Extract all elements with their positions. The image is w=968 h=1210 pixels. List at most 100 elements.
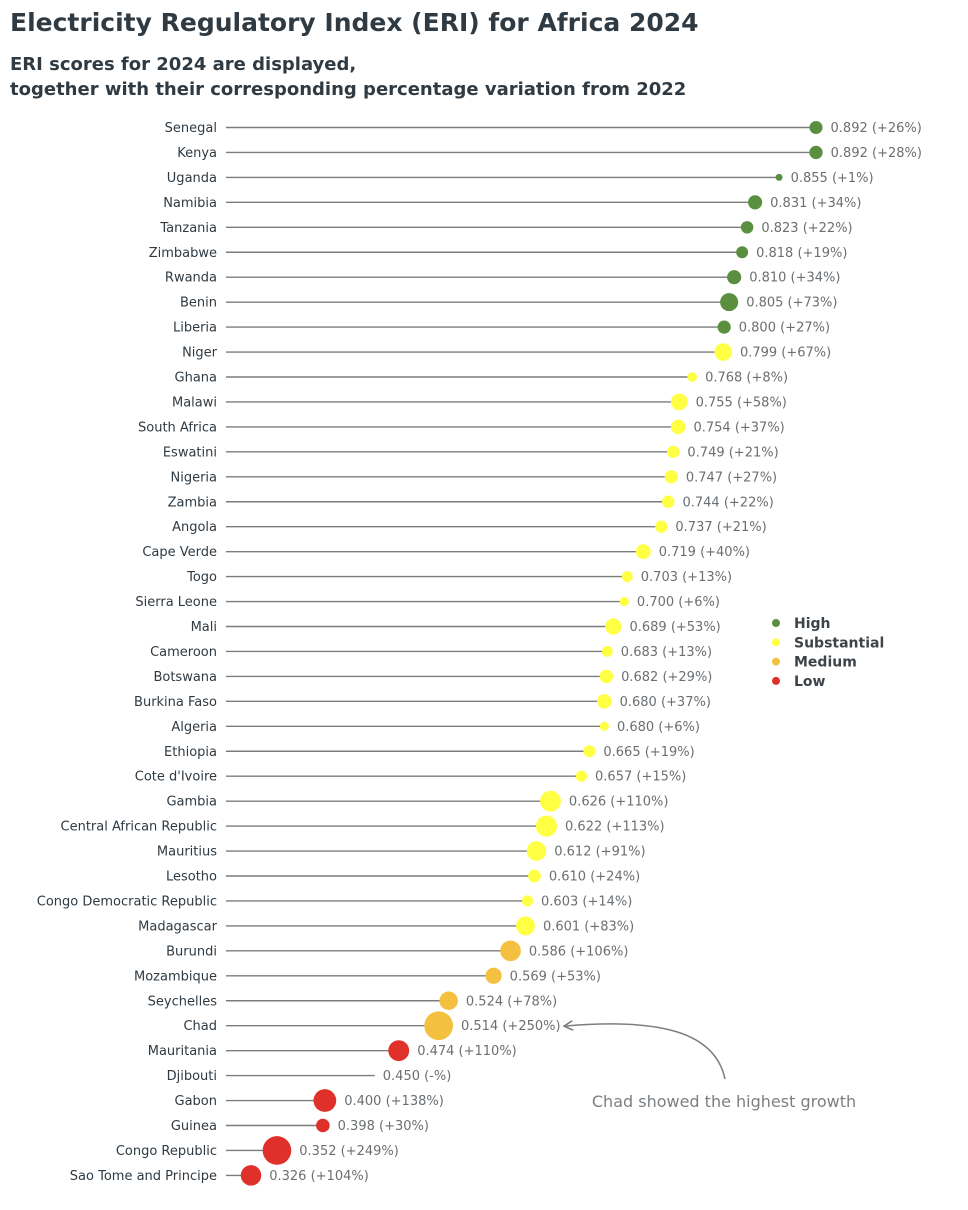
value-label-cameroon: 0.683 (+13%)	[621, 645, 712, 660]
country-label-south-africa: South Africa	[138, 420, 217, 435]
value-label-chad: 0.514 (+250%)	[461, 1019, 561, 1034]
value-label-algeria: 0.680 (+6%)	[617, 720, 700, 735]
row-namibia: Namibia 0.831 (+34%)	[163, 195, 861, 211]
country-label-sierra-leone: Sierra Leone	[135, 595, 217, 610]
dot-seychelles	[439, 991, 458, 1010]
value-label-madagascar: 0.601 (+83%)	[543, 919, 634, 934]
row-algeria: Algeria 0.680 (+6%)	[171, 720, 700, 735]
row-niger: Niger 0.799 (+67%)	[182, 343, 831, 361]
row-sao-tome-and-principe: Sao Tome and Principe 0.326 (+104%)	[70, 1165, 369, 1186]
row-seychelles: Seychelles 0.524 (+78%)	[148, 991, 557, 1010]
dot-ethiopia	[583, 745, 596, 758]
country-label-chad: Chad	[183, 1019, 217, 1034]
row-madagascar: Madagascar 0.601 (+83%)	[138, 916, 634, 936]
country-label-malawi: Malawi	[172, 395, 217, 410]
row-sierra-leone: Sierra Leone 0.700 (+6%)	[135, 595, 720, 610]
country-label-togo: Togo	[186, 570, 217, 585]
country-label-ghana: Ghana	[175, 371, 218, 386]
row-mozambique: Mozambique 0.569 (+53%)	[134, 967, 601, 984]
country-label-nigeria: Nigeria	[170, 470, 217, 485]
row-kenya: Kenya 0.892 (+28%)	[177, 145, 922, 161]
country-label-madagascar: Madagascar	[138, 919, 218, 934]
country-label-tanzania: Tanzania	[159, 221, 217, 236]
row-ghana: Ghana 0.768 (+8%)	[175, 371, 789, 386]
dot-mauritania	[388, 1040, 410, 1062]
row-burundi: Burundi 0.586 (+106%)	[166, 940, 629, 962]
dot-lesotho	[528, 869, 541, 883]
dot-botswana	[599, 669, 614, 684]
row-botswana: Botswana 0.682 (+29%)	[153, 669, 712, 685]
value-label-malawi: 0.755 (+58%)	[696, 395, 787, 410]
value-label-eswatini: 0.749 (+21%)	[687, 445, 778, 460]
country-label-cameroon: Cameroon	[150, 645, 217, 660]
dot-cape-verde	[635, 544, 651, 560]
country-label-congo-democratic-republic: Congo Democratic Republic	[37, 894, 217, 909]
value-label-rwanda: 0.810 (+34%)	[749, 271, 840, 286]
dot-tanzania	[740, 221, 754, 234]
row-uganda: Uganda 0.855 (+1%)	[167, 171, 874, 186]
value-label-seychelles: 0.524 (+78%)	[466, 994, 557, 1009]
value-label-senegal: 0.892 (+26%)	[831, 121, 922, 136]
country-label-mauritius: Mauritius	[157, 845, 217, 860]
value-label-lesotho: 0.610 (+24%)	[549, 870, 640, 885]
row-senegal: Senegal 0.892 (+26%)	[165, 120, 922, 136]
subtitle-line-1: ERI scores for 2024 are displayed,	[10, 54, 357, 75]
country-label-djibouti: Djibouti	[167, 1069, 217, 1084]
value-label-congo-democratic-republic: 0.603 (+14%)	[541, 894, 632, 909]
dot-cameroon	[601, 646, 613, 657]
row-nigeria: Nigeria 0.747 (+27%)	[170, 470, 777, 485]
row-congo-republic: Congo Republic 0.352 (+249%)	[116, 1136, 399, 1165]
row-djibouti: Djibouti 0.450 (-%)	[167, 1069, 452, 1084]
dot-gabon	[313, 1089, 337, 1112]
value-label-angola: 0.737 (+21%)	[675, 520, 766, 535]
row-cameroon: Cameroon 0.683 (+13%)	[150, 645, 712, 660]
row-central-african-republic: Central African Republic 0.622 (+113%)	[61, 815, 665, 837]
country-label-gambia: Gambia	[166, 795, 217, 810]
row-zimbabwe: Zimbabwe 0.818 (+19%)	[149, 246, 848, 261]
country-label-mali: Mali	[191, 620, 217, 635]
legend-label-medium: Medium	[794, 655, 857, 671]
row-liberia: Liberia 0.800 (+27%)	[173, 320, 830, 336]
row-congo-democratic-republic: Congo Democratic Republic 0.603 (+14%)	[37, 894, 633, 909]
country-label-mozambique: Mozambique	[134, 969, 217, 984]
dot-uganda	[775, 173, 783, 181]
row-gambia: Gambia 0.626 (+110%)	[166, 790, 669, 812]
dot-sierra-leone	[619, 596, 629, 607]
dot-mozambique	[485, 967, 502, 984]
row-mauritius: Mauritius 0.612 (+91%)	[157, 841, 646, 861]
country-label-guinea: Guinea	[171, 1119, 217, 1134]
legend-swatch-low	[772, 676, 780, 685]
country-label-ethiopia: Ethiopia	[164, 745, 217, 760]
dot-senegal	[809, 120, 823, 135]
country-label-benin: Benin	[180, 296, 217, 311]
value-label-gambia: 0.626 (+110%)	[569, 795, 669, 810]
value-label-liberia: 0.800 (+27%)	[739, 321, 830, 336]
value-label-botswana: 0.682 (+29%)	[621, 670, 712, 685]
country-label-liberia: Liberia	[173, 321, 217, 336]
row-lesotho: Lesotho 0.610 (+24%)	[166, 870, 640, 885]
dot-mali	[605, 618, 622, 635]
legend-swatch-substantial	[772, 638, 780, 647]
value-label-tanzania: 0.823 (+22%)	[761, 221, 852, 236]
row-burkina-faso: Burkina Faso 0.680 (+37%)	[134, 694, 711, 710]
country-label-eswatini: Eswatini	[163, 445, 217, 460]
dot-central-african-republic	[535, 815, 558, 837]
country-label-burundi: Burundi	[166, 944, 217, 959]
value-label-namibia: 0.831 (+34%)	[770, 196, 861, 211]
dot-chad	[424, 1011, 454, 1041]
dot-nigeria	[664, 470, 678, 484]
value-label-ethiopia: 0.665 (+19%)	[603, 745, 694, 760]
dot-rwanda	[727, 270, 742, 285]
country-label-algeria: Algeria	[171, 720, 217, 735]
annotation-text: Chad showed the highest growth	[592, 1092, 856, 1111]
value-label-burundi: 0.586 (+106%)	[529, 944, 629, 959]
dot-mauritius	[526, 841, 547, 861]
legend-label-substantial: Substantial	[794, 635, 884, 651]
row-mauritania: Mauritania 0.474 (+110%)	[148, 1040, 517, 1062]
legend: High Substantial Medium Low	[772, 616, 884, 690]
value-label-mozambique: 0.569 (+53%)	[510, 969, 601, 984]
subtitle-line-2: together with their corresponding percen…	[10, 79, 687, 100]
value-label-cote-d-ivoire: 0.657 (+15%)	[595, 770, 686, 785]
dot-namibia	[748, 195, 763, 210]
